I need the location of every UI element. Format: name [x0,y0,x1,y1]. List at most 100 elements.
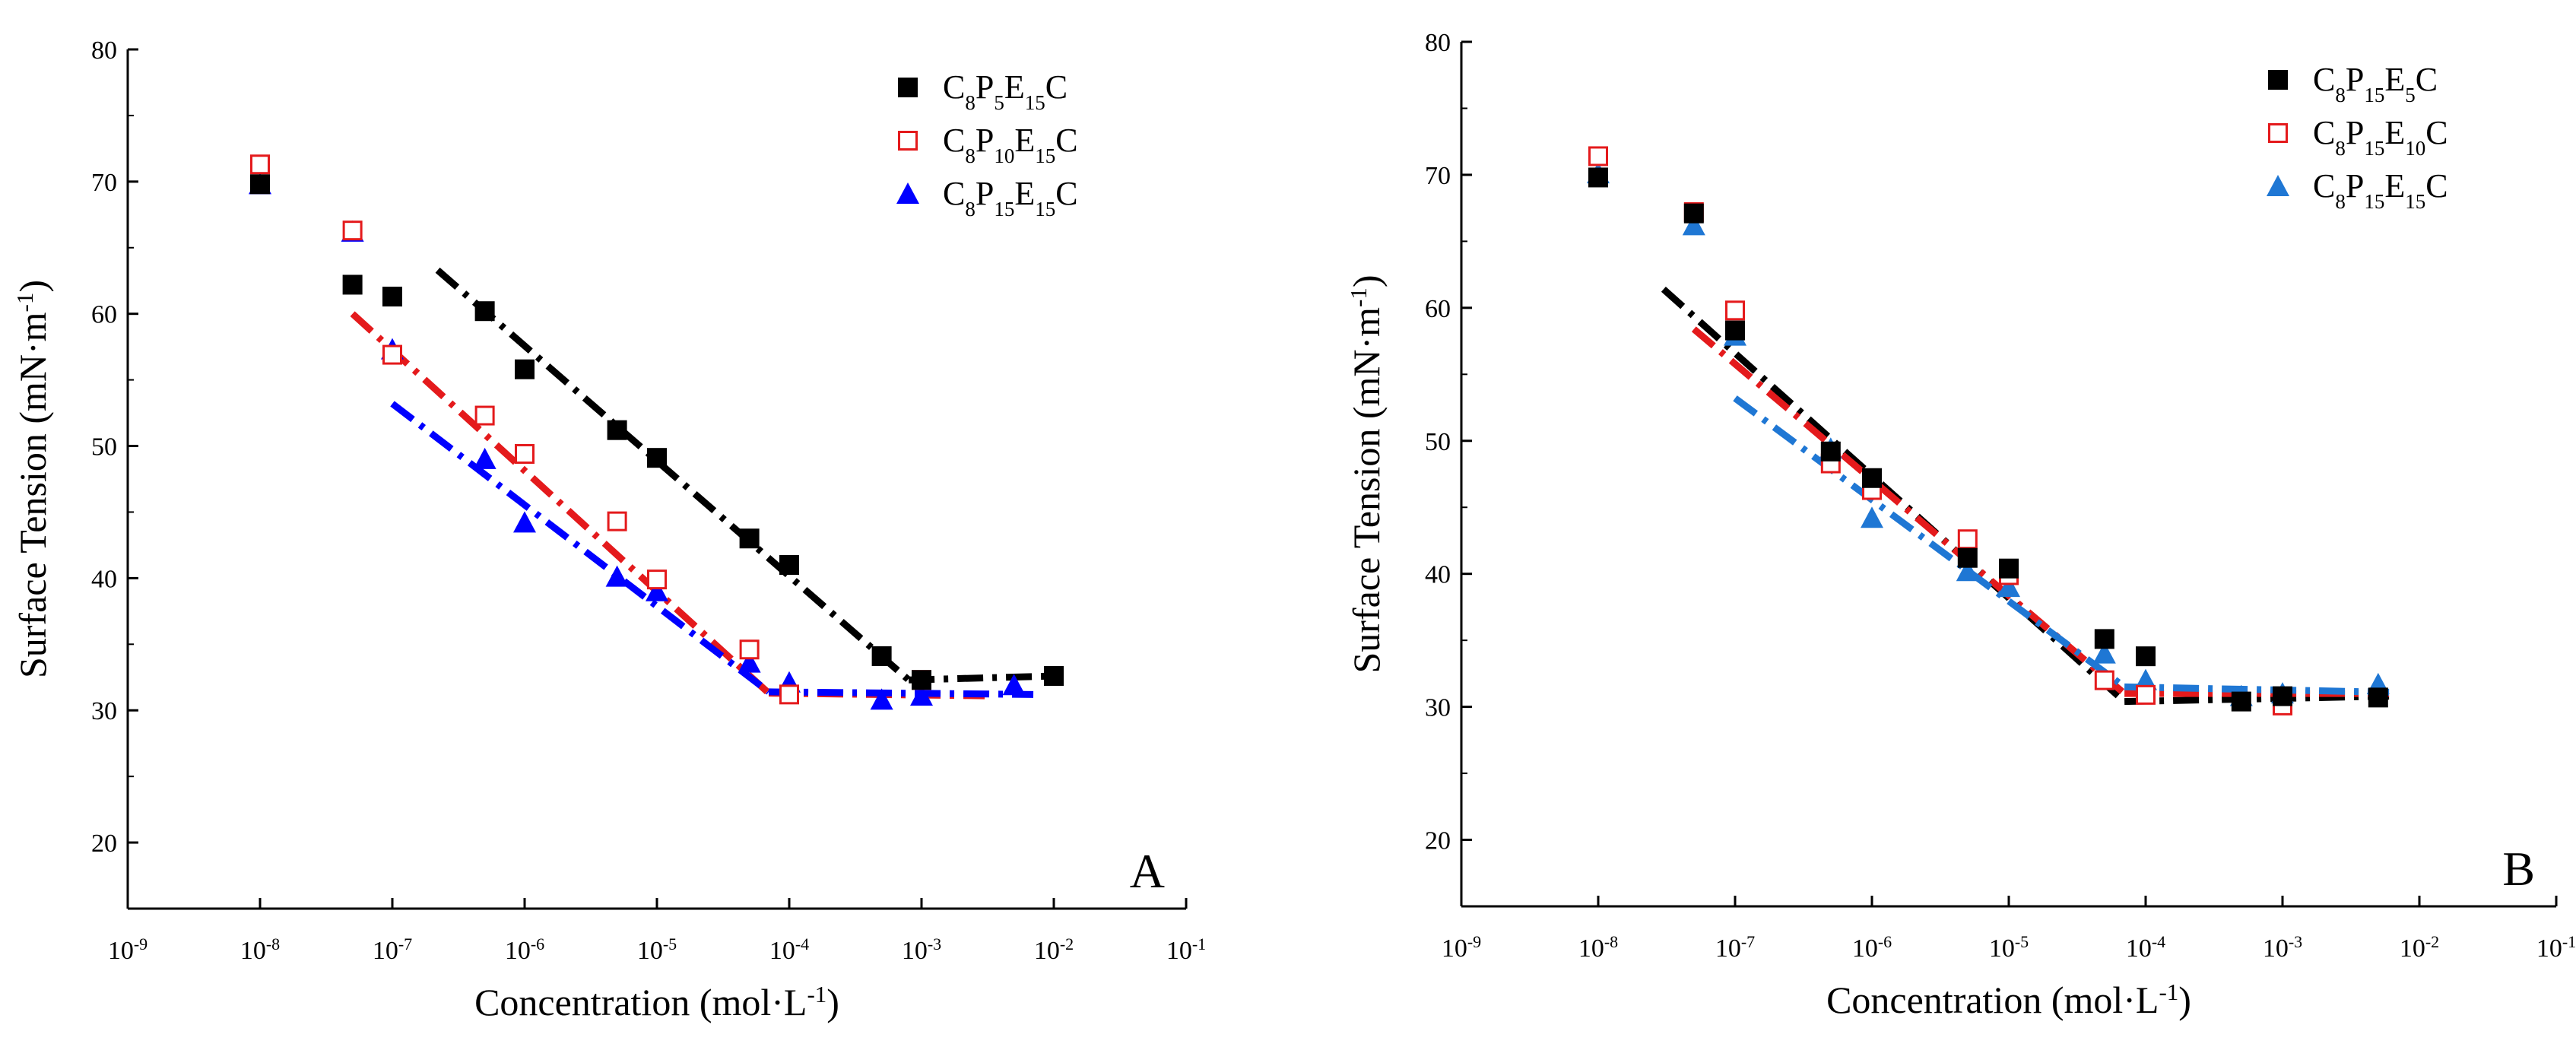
data-point-C8P5E15C [739,528,760,549]
fit-line-C8P5E15C [909,672,1055,684]
legend-marker-C8P15E15C [896,182,919,204]
x-tick-label: 10-5 [637,934,677,966]
fit-line-C8P15E15C [769,688,1034,698]
fit-line-C8P15E15C [2124,683,2390,696]
data-point-C8P15E5C [2273,686,2292,706]
fit-line-C8P5E15C [435,267,912,683]
data-point-C8P15E15C [1997,576,2020,598]
data-point-C8P5E15C [871,646,892,666]
x-tick-label: 10-6 [1852,932,1892,963]
data-point-C8P5E15C [647,448,667,468]
chart-panel-b: 20 30 40 50 60 70 80 10-9 10-8 10-7 10-6 10-5 10-4 10… [1345,29,2576,1021]
y-tick-label: 60 [91,301,117,329]
data-point-C8P10E15C [647,570,667,590]
data-point-C8P5E15C [474,301,495,322]
fit-line-C8P10E15C [350,311,772,696]
data-point-C8P15E10C [2136,684,2156,705]
y-tick-label: 20 [91,830,117,858]
data-point-C8P15E10C [1588,146,1608,167]
y-tick-label: 30 [91,697,117,725]
legend-marker-C8P5E15C [898,78,918,97]
data-point-C8P10E15C [342,221,363,241]
y-axis-title: Surface Tension (mN·m-1) [1345,274,1388,673]
data-point-C8P10E15C [474,405,495,426]
data-point-C8P10E15C [382,344,402,365]
data-point-C8P15E15C [1002,674,1026,696]
y-tick-label: 60 [1425,295,1451,323]
data-point-C8P10E15C [739,639,760,660]
panel-letter: B [2502,842,2535,896]
legend-label-C8P15E15C: C8P15E15C [943,175,1078,221]
data-point-C8P15E5C [2136,646,2156,667]
data-point-C8P15E15C [1861,506,1883,528]
data-point-C8P15E15C [513,511,536,533]
data-point-C8P15E15C [870,688,893,710]
data-point-C8P15E5C [2368,687,2388,708]
data-point-C8P5E15C [912,670,931,690]
legend-marker-C8P15E15C [2267,175,2289,196]
data-point-C8P15E15C [2092,642,2116,664]
data-point-C8P15E5C [1999,558,2019,579]
data-point-C8P5E15C [607,420,627,440]
fit-line-C8P15E10C [1691,326,2127,696]
x-tick-label: 10-6 [505,934,544,966]
data-point-C8P15E15C [646,579,668,601]
x-tick-label: 10-3 [2263,932,2302,963]
data-point-C8P5E15C [382,287,402,307]
data-point-C8P15E15C [910,684,933,706]
data-point-C8P5E15C [250,174,270,195]
x-axis-title: Concentration (mol·L-1) [474,981,839,1024]
data-point-C8P15E15C [1956,560,1979,582]
panel-letter: A [1130,844,1165,898]
x-tick-label: 10-8 [1578,932,1618,963]
y-tick-label: 70 [91,169,117,197]
data-point-C8P15E15C [738,651,761,673]
fit-line-C8P15E15C [1733,395,2127,690]
fit-line-C8P15E5C [2124,693,2390,706]
data-point-C8P15E5C [1683,203,1704,224]
data-point-C8P15E15C [473,447,496,469]
data-point-C8P15E5C [1957,547,1978,568]
legend-label-C8P15E10C: C8P15E10C [2313,114,2448,160]
legend-marker-C8P10E15C [898,131,918,151]
data-point-C8P15E5C [2231,691,2251,712]
data-point-C8P10E15C [779,684,799,705]
y-tick-label: 80 [91,36,117,65]
x-tick-label: 10-4 [2126,932,2165,963]
x-tick-label: 10-8 [240,934,280,966]
x-tick-label: 10-1 [1166,934,1206,966]
x-tick-label: 10-5 [1989,932,2029,963]
data-point-C8P15E15C [605,565,629,587]
data-point-C8P15E15C [1682,214,1705,236]
data-point-C8P15E10C [1725,300,1745,321]
x-tick-label: 10-2 [1034,934,1074,966]
x-tick-label: 10-7 [373,934,412,966]
data-point-C8P10E15C [515,443,535,464]
data-point-C8P15E5C [2094,629,2114,649]
legend-marker-C8P15E10C [2268,123,2288,143]
y-tick-label: 40 [1425,561,1451,589]
data-point-C8P5E15C [779,555,799,575]
legend-label-C8P10E15C: C8P10E15C [943,122,1078,167]
x-tick-label: 10-1 [2536,932,2576,963]
y-tick-label: 50 [1425,428,1451,456]
data-point-C8P10E15C [250,154,270,175]
data-point-C8P5E15C [342,274,363,295]
data-point-C8P15E15C [2134,668,2157,690]
x-tick-label: 10-3 [902,934,941,966]
fit-line-C8P15E15C [390,401,771,695]
x-tick-label: 10-4 [769,934,809,966]
data-point-C8P15E10C [1957,529,1978,550]
x-tick-label: 10-9 [1442,932,1481,963]
legend-marker-C8P15E5C [2268,70,2288,90]
legend-label-C8P5E15C: C8P5E15C [943,68,1068,114]
data-point-C8P5E15C [1044,666,1064,687]
y-tick-label: 80 [1425,29,1451,57]
x-axis-title: Concentration (mol·L-1) [1826,979,2191,1022]
y-axis-title: Surface Tension (mN·m-1) [11,280,55,678]
legend-label-C8P15E15C: C8P15E15C [2313,167,2448,213]
data-point-C8P15E5C [1588,167,1608,188]
data-point-C8P5E15C [515,359,535,379]
data-point-C8P10E15C [607,511,627,531]
